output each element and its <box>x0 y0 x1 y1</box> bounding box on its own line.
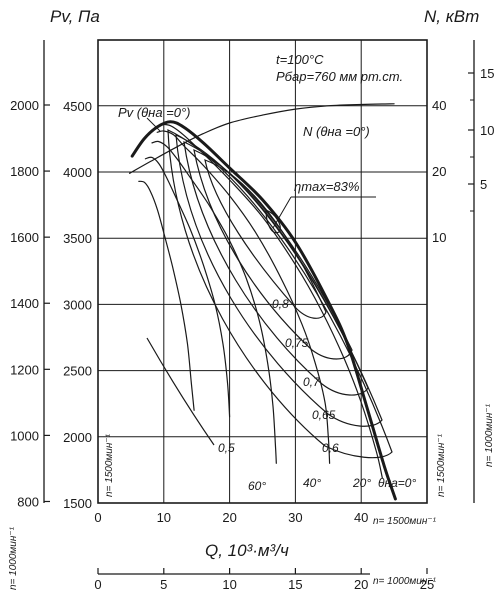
y-1000-tick-label: 1400 <box>10 296 39 311</box>
efficiency-contour-0-5 <box>146 337 215 446</box>
y-left-axis-title: Pv, Па <box>50 7 100 26</box>
n-1500-tick-label: 10 <box>432 230 446 245</box>
y-1000-tick-label: 1000 <box>10 428 39 443</box>
x-tick-label: 20 <box>222 510 236 525</box>
y-1000-tick-label: 1600 <box>10 230 39 245</box>
blade-angle-curve <box>144 156 231 418</box>
pressure-label-leader <box>146 117 161 132</box>
x-1000-tick-label: 0 <box>94 577 101 592</box>
y-1000-tick-label: 2000 <box>10 98 39 113</box>
speed-label-x-1500: n= 1500мин⁻¹ <box>373 516 437 527</box>
eta-max-label: ηmax=83% <box>294 179 359 194</box>
y-tick-label: 4500 <box>63 99 92 114</box>
speed-label-y-1500-right: n= 1500мин⁻¹ <box>436 433 447 497</box>
y-1000-tick-label: 800 <box>17 494 39 509</box>
speed-label-y-1500-left: n= 1500мин⁻¹ <box>104 433 115 497</box>
efficiency-contour-0-65 <box>175 134 383 427</box>
y-tick-label: 2500 <box>63 364 92 379</box>
condition-pressure: Pбар=760 мм рт.ст. <box>276 69 403 84</box>
x-1000-tick-label: 15 <box>288 577 302 592</box>
pressure-envelope-curve <box>130 120 397 501</box>
efficiency-label-0-75: 0,75 <box>285 336 309 350</box>
x-tick-label: 10 <box>157 510 171 525</box>
x-1000-tick-label: 25 <box>420 577 434 592</box>
condition-temperature: t=100°C <box>276 52 324 67</box>
y-tick-label: 3500 <box>63 231 92 246</box>
x-tick-label: 30 <box>288 510 302 525</box>
speed-label-x-1000: n= 1000мин⁻¹ <box>373 576 437 587</box>
x-1000-tick-label: 10 <box>222 577 236 592</box>
plot-area-frame <box>97 39 428 504</box>
power-curve-label: N (θна =0°) <box>303 124 370 139</box>
efficiency-label-0-7: 0,7 <box>303 375 321 389</box>
y-right-axis-title: N, кВт <box>424 7 479 26</box>
blade-angle-label-40: 40° <box>303 476 321 490</box>
y-tick-label: 3000 <box>63 297 92 312</box>
n-1000-tick-label: 10 <box>480 123 494 138</box>
efficiency-contour-0-6 <box>167 129 393 459</box>
y-1000-tick-label: 1800 <box>10 164 39 179</box>
n-1000-tick-label: 5 <box>480 177 487 192</box>
x-tick-label: 40 <box>354 510 368 525</box>
n-1500-tick-label: 40 <box>432 98 446 113</box>
y-tick-label: 2000 <box>63 430 92 445</box>
x-tick-label: 0 <box>94 510 101 525</box>
x-axis-title: Q, 10³·м³/ч <box>205 541 289 560</box>
speed-label-y-1000-left: n= 1000мин⁻¹ <box>8 526 19 590</box>
blade-angle-curve <box>159 123 383 479</box>
blade-angle-key-label: θна=0° <box>378 476 416 490</box>
blade-angle-curve <box>138 180 195 411</box>
speed-label-y-1000-right: n= 1000мин⁻¹ <box>484 403 495 467</box>
n-1000-tick-label: 15 <box>480 66 494 81</box>
y-1000-tick-label: 1200 <box>10 362 39 377</box>
blade-angle-curve <box>156 130 331 464</box>
power-curve <box>129 103 395 174</box>
blade-angle-curve <box>151 140 277 464</box>
efficiency-label-0-5: 0,5 <box>218 441 235 455</box>
efficiency-label-0-65: 0,65 <box>312 408 336 422</box>
pressure-curve-label: Pv (θна =0°) <box>118 105 191 120</box>
y-tick-label: 4000 <box>63 165 92 180</box>
efficiency-contour-0-8 <box>204 159 327 319</box>
n-1500-tick-label: 20 <box>432 164 446 179</box>
x-1000-tick-label: 5 <box>160 577 167 592</box>
blade-angle-label-60: 60° <box>248 479 266 493</box>
y-tick-label: 1500 <box>63 496 92 511</box>
x-1000-tick-label: 20 <box>354 577 368 592</box>
efficiency-contour-0-75 <box>193 149 353 360</box>
